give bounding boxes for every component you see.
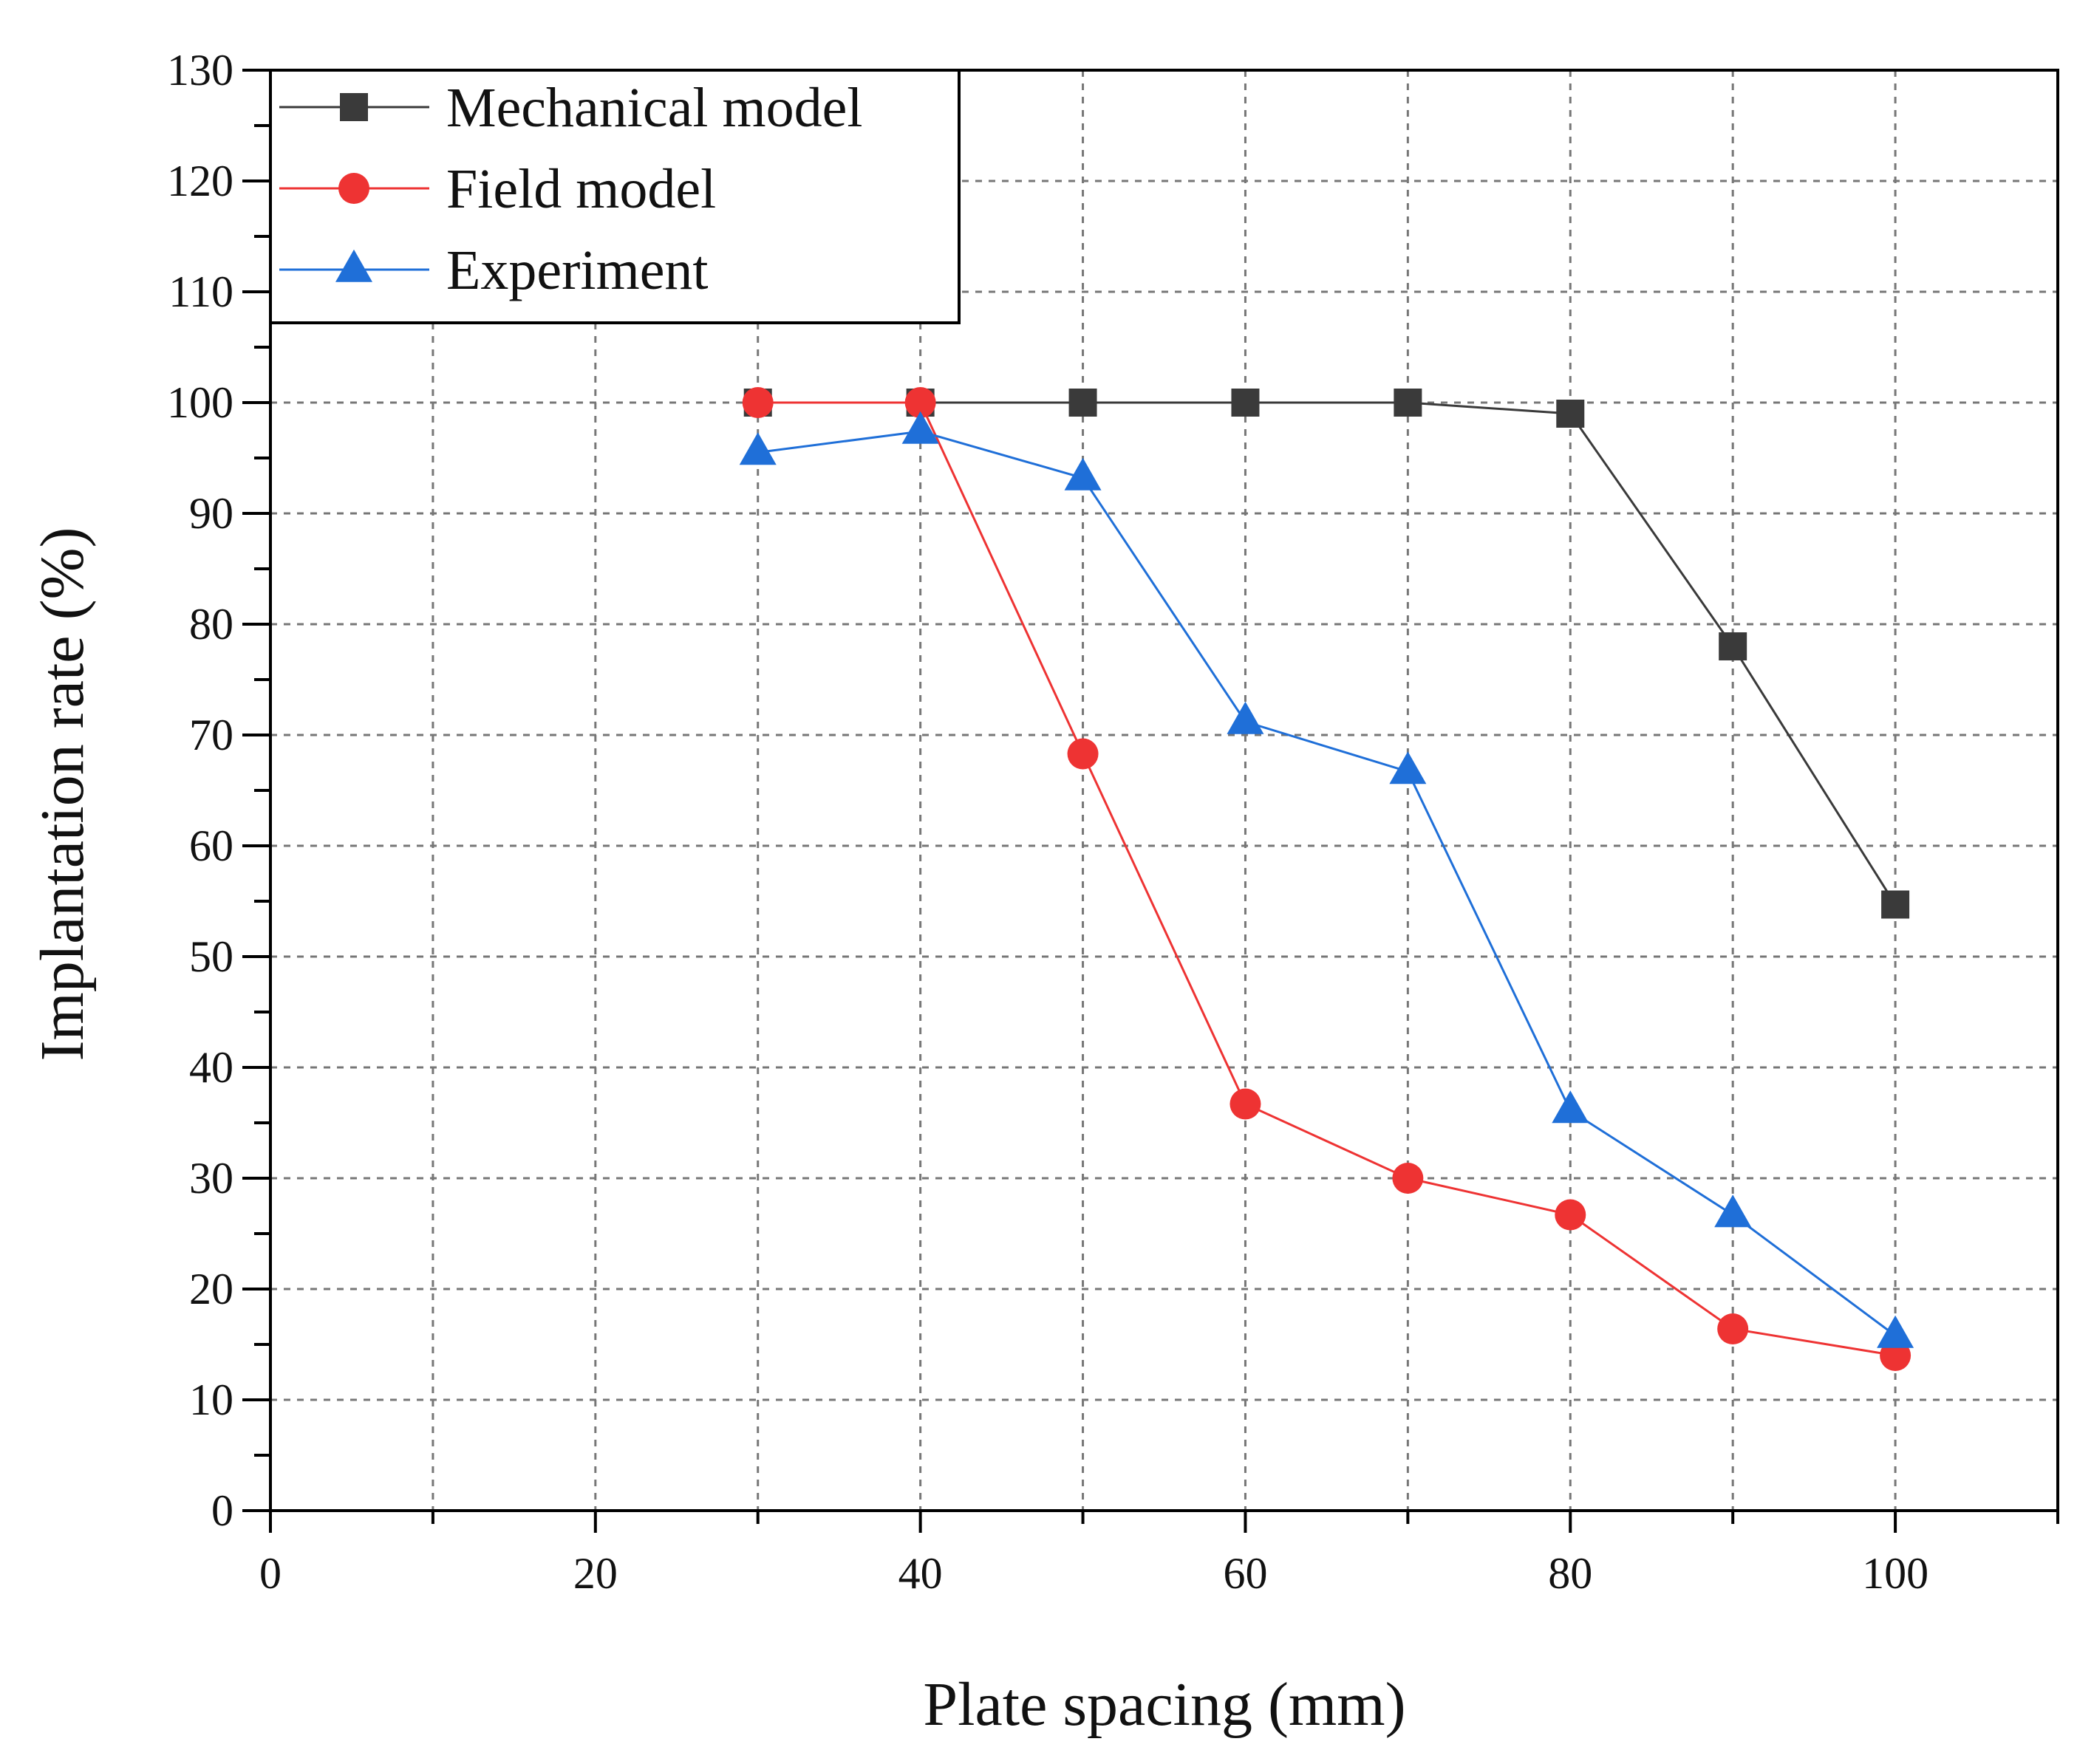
data-point — [1230, 1088, 1261, 1120]
data-point — [1556, 400, 1585, 428]
legend-label: Field model — [446, 158, 716, 220]
legend-marker — [335, 249, 372, 282]
series-line — [757, 430, 1896, 1337]
y-tick-label: 20 — [189, 1265, 233, 1313]
y-tick-label: 40 — [189, 1043, 233, 1092]
data-point — [739, 432, 777, 465]
legend-label: Mechanical model — [446, 77, 862, 139]
data-point — [1714, 1194, 1752, 1228]
data-point — [1392, 1163, 1424, 1194]
y-axis-title: Implantation rate (%) — [28, 527, 97, 1061]
y-tick-label: 130 — [167, 46, 233, 95]
legend-item: Mechanical model — [279, 77, 862, 139]
y-tick-label: 80 — [189, 600, 233, 649]
legend-item: Experiment — [279, 239, 709, 301]
data-point — [1717, 1313, 1749, 1344]
data-point — [1068, 389, 1097, 417]
data-point — [904, 387, 936, 418]
series-line — [757, 401, 1896, 1357]
x-tick-label: 20 — [573, 1549, 618, 1598]
data-point — [1552, 1090, 1589, 1124]
x-tick-label: 80 — [1548, 1549, 1592, 1598]
legend-marker — [340, 93, 368, 121]
series-mechanical-model — [743, 389, 1910, 919]
x-tick-label: 100 — [1862, 1549, 1928, 1598]
data-point — [1719, 632, 1747, 660]
x-axis-title: Plate spacing (mm) — [923, 1670, 1405, 1739]
data-point — [1064, 457, 1102, 490]
y-tick-label: 120 — [167, 157, 233, 205]
y-tick-label: 10 — [189, 1375, 233, 1424]
legend-label: Experiment — [446, 239, 709, 301]
y-tick-label: 90 — [189, 489, 233, 538]
x-tick-label: 60 — [1223, 1549, 1267, 1598]
y-tick-label: 110 — [168, 267, 233, 316]
y-tick-label: 60 — [189, 821, 233, 870]
legend: Mechanical model Field model Experiment — [269, 69, 961, 324]
data-point — [1555, 1199, 1586, 1231]
x-tick-label: 40 — [898, 1549, 943, 1598]
y-tick-label: 100 — [167, 378, 233, 427]
data-point — [1877, 1315, 1914, 1348]
data-point — [1394, 389, 1422, 417]
legend-item: Field model — [279, 158, 716, 220]
data-point — [901, 411, 939, 444]
legend-box — [269, 69, 961, 324]
data-point — [1231, 389, 1260, 417]
y-tick-label: 0 — [211, 1486, 233, 1535]
y-tick-label: 70 — [189, 711, 233, 759]
x-tick-label: 0 — [259, 1549, 282, 1598]
axes: 0 20 40 60 80 100 0 10 20 30 40 50 60 70 80 90 100 110 120… — [167, 46, 2059, 1598]
data-point — [1389, 751, 1427, 784]
data-point — [1227, 701, 1264, 734]
series-layer — [739, 387, 1914, 1371]
y-tick-label: 50 — [189, 932, 233, 981]
y-tick-label: 30 — [189, 1154, 233, 1203]
data-point — [1067, 738, 1099, 770]
legend-marker — [338, 173, 369, 204]
series-line — [757, 401, 1897, 906]
series-experiment — [739, 411, 1914, 1348]
data-point — [742, 387, 774, 418]
data-point — [1881, 890, 1910, 919]
